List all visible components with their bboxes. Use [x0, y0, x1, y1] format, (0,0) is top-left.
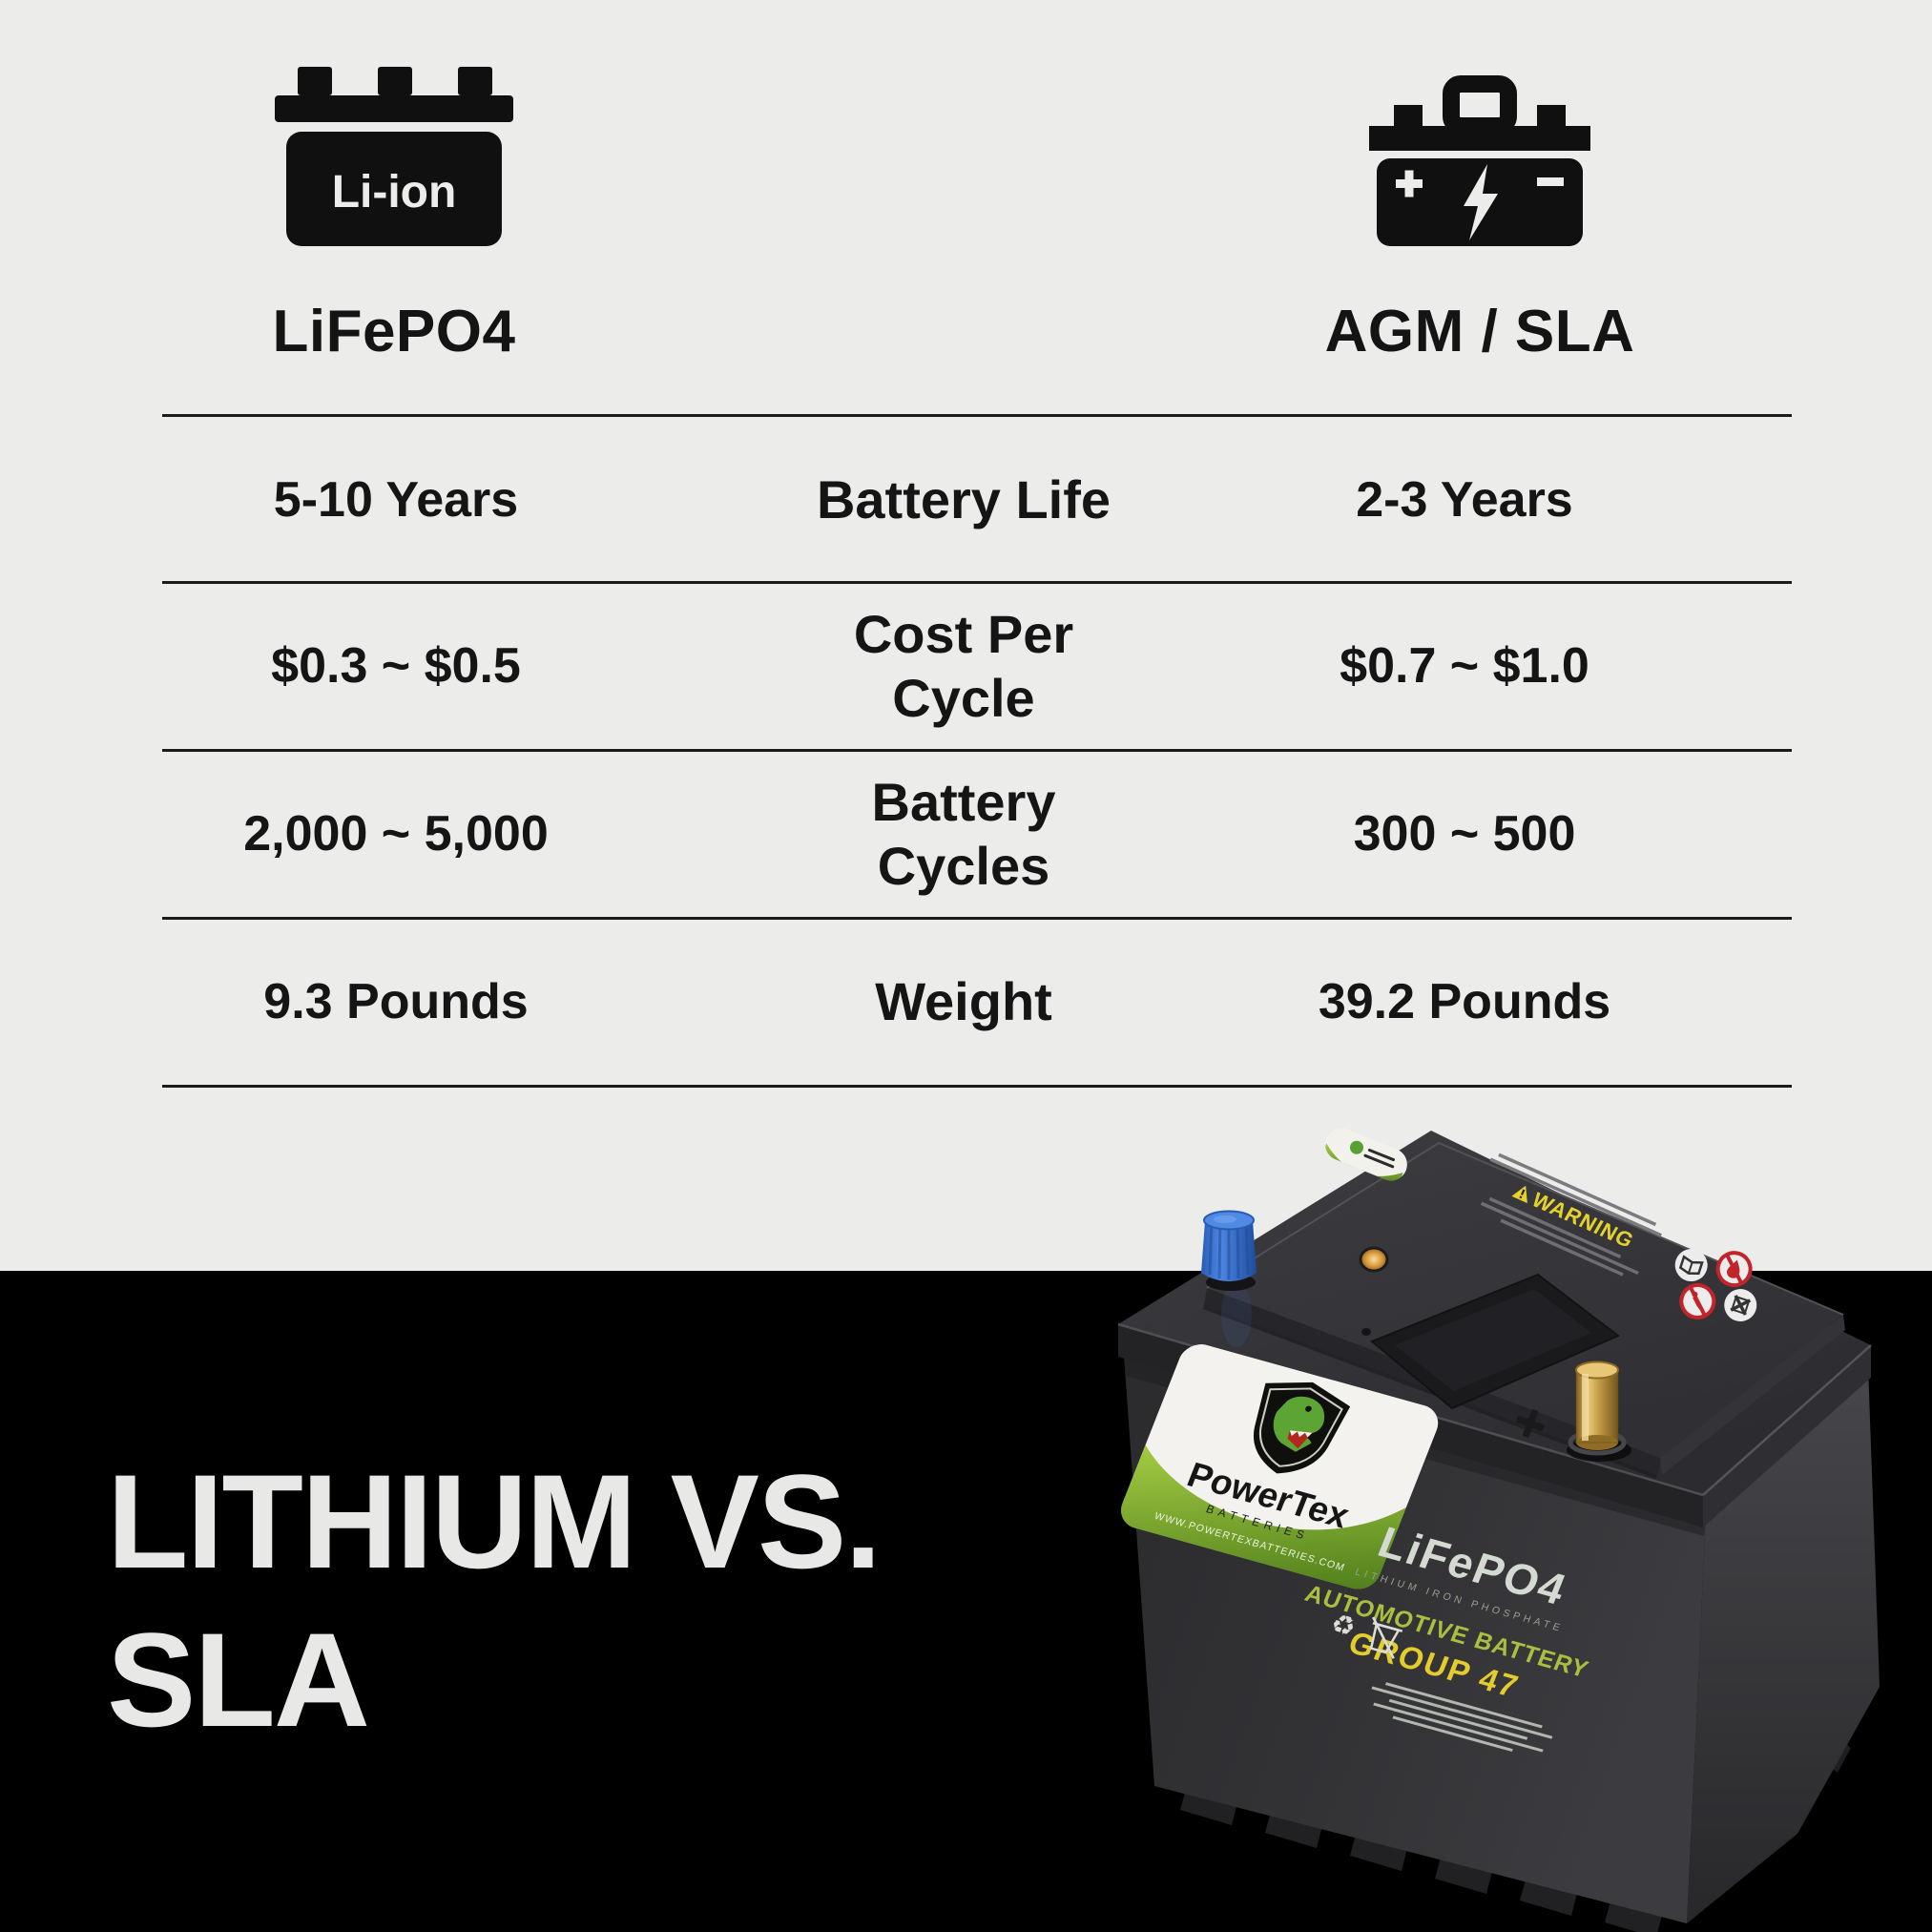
- minus-terminal-icon: [1537, 177, 1564, 186]
- powertex-label: WWW.POWERTEXBATTERIES.COM PowerTex BATTE…: [1114, 1340, 1444, 1594]
- table-row: $0.3 ~ $0.5 Cost Per Cycle $0.7 ~ $1.0: [0, 582, 1932, 750]
- trex-shield-logo: [1254, 1381, 1351, 1474]
- cross-screw-mark: [1516, 1409, 1545, 1438]
- column-header-lifepo4: Li-ion LiFePO4: [156, 67, 633, 365]
- lifepo4-value: 9.3 Pounds: [263, 974, 529, 1029]
- li-ion-battery-icon: Li-ion: [275, 67, 513, 246]
- agm-value: 300 ~ 500: [1353, 806, 1576, 862]
- fine-print-lines: [1371, 1682, 1553, 1753]
- lifepo4-header-label: LiFePO4: [272, 299, 516, 364]
- divider-line: [162, 414, 1792, 417]
- manual-icon: [1674, 1249, 1708, 1282]
- charge-eye-indicator: [1359, 1246, 1389, 1273]
- banner-title: LITHIUM VS. SLA: [107, 1443, 882, 1759]
- metric-label: Cost Per Cycle: [853, 603, 1074, 728]
- lightning-bolt-icon: [1464, 164, 1498, 240]
- battery-render: WARNING: [1114, 1128, 1880, 1932]
- no-tip-icon: [1679, 1282, 1716, 1319]
- battery-side-face: [1687, 1366, 1880, 1923]
- lifepo4-value: $0.3 ~ $0.5: [271, 638, 521, 694]
- no-trash-icon: [1369, 1616, 1403, 1659]
- li-ion-icon-text: Li-ion: [332, 167, 457, 218]
- metric-label: Battery Cycles: [871, 771, 1056, 896]
- divider-line: [162, 581, 1792, 584]
- battery-product-image: WARNING: [1088, 1105, 1932, 1932]
- agm-value: 39.2 Pounds: [1318, 974, 1611, 1029]
- lifepo4-value: 5-10 Years: [273, 472, 519, 528]
- positive-terminal-post: [1567, 1361, 1631, 1462]
- warning-pictograms: [1674, 1249, 1757, 1322]
- agm-value: $0.7 ~ $1.0: [1340, 638, 1589, 694]
- column-header-agm: AGM / SLA: [1241, 67, 1718, 365]
- agm-battery-icon: [1369, 75, 1590, 246]
- warning-triangle-icon: [1511, 1185, 1527, 1204]
- banner-line-2: SLA: [107, 1605, 370, 1755]
- no-fire-icon: [1715, 1251, 1753, 1288]
- plus-terminal-icon: [1396, 170, 1423, 197]
- table-row: 5-10 Years Battery Life 2-3 Years: [0, 416, 1932, 584]
- divider-line: [162, 749, 1792, 752]
- banner-line-1: LITHIUM VS.: [107, 1446, 882, 1596]
- agm-value: 2-3 Years: [1356, 472, 1573, 528]
- blue-vent-cap: [1201, 1210, 1257, 1347]
- metric-label: Weight: [875, 971, 1052, 1032]
- no-crush-icon: [1724, 1289, 1757, 1322]
- divider-line: [162, 917, 1792, 920]
- table-row: 2,000 ~ 5,000 Battery Cycles 300 ~ 500: [0, 750, 1932, 918]
- metric-label: Battery Life: [816, 469, 1111, 530]
- warning-strip: WARNING: [1480, 1153, 1662, 1277]
- divider-line: [162, 1085, 1792, 1088]
- table-row: 9.3 Pounds Weight 39.2 Pounds: [0, 918, 1932, 1086]
- lifepo4-value: 2,000 ~ 5,000: [243, 806, 549, 862]
- agm-header-label: AGM / SLA: [1324, 299, 1635, 364]
